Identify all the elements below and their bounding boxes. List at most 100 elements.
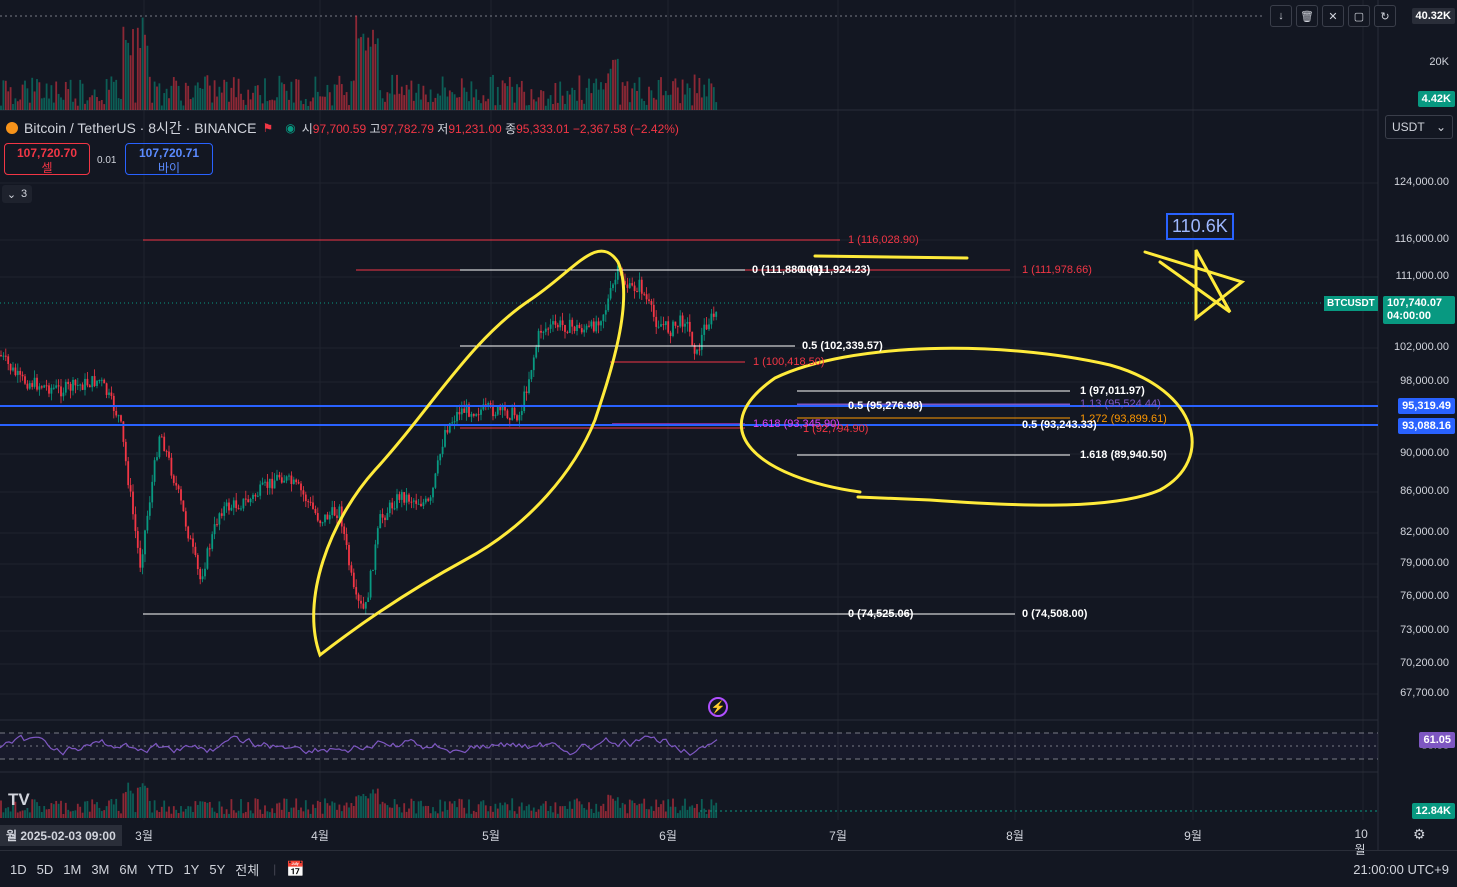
volume-bar [626,813,629,818]
candle-body [268,478,271,488]
candle-body [386,513,389,521]
range-1m[interactable]: 1M [63,861,82,877]
volume-bar [480,103,482,110]
candle-body [108,392,110,395]
volume-bar [360,37,362,110]
volume-bar [345,92,348,110]
volume-bar [475,812,478,818]
candle-body [228,502,230,511]
candle-body [271,478,274,489]
candle-body [345,533,348,545]
target-annotation[interactable]: 110.6K [1166,213,1234,240]
range-1d[interactable]: 1D [10,861,27,877]
range-all[interactable]: 전체 [235,862,260,878]
candle-body [696,349,698,354]
volume-bar [388,93,391,110]
volume-bar [420,800,422,818]
month-label: 4월 [311,829,329,843]
volume-bar [693,74,696,110]
arrow-down-icon[interactable]: ↓ [1270,5,1292,27]
volume-bar [252,813,254,818]
candle-body [379,514,382,529]
calendar-icon[interactable]: 📅 [286,861,305,878]
settings-icon[interactable]: ⚙ [1413,826,1426,842]
volume-bar [660,804,662,818]
volume-bar [396,804,398,818]
volume-bar [511,798,514,818]
volume-bar [16,101,19,110]
drawing-annotations[interactable] [312,249,1246,658]
volume-bar [100,100,103,110]
candle-body [278,474,281,478]
volume-bar [33,91,36,110]
volume-bar [686,809,689,818]
candle-body [357,594,360,601]
rsi-line [0,734,718,756]
volume-bar [105,79,108,110]
price-label: 124,000.00 [1393,176,1449,188]
range-5d[interactable]: 5D [36,861,54,877]
volume-bar [544,801,547,818]
volume-bar [537,97,540,110]
candle-body [554,321,557,325]
symbol-title[interactable]: Bitcoin / TetherUS · 8시간 · BINANCE [24,120,257,136]
candle-body [609,288,612,299]
volume-bar [271,99,274,110]
candle-body [415,500,418,504]
tradingview-logo-icon[interactable]: TV [8,790,30,809]
volume-bar [588,78,590,110]
volume-bar [268,100,271,110]
volume-bar [554,802,557,818]
candle-body [441,446,444,455]
candle-body [453,421,456,423]
sell-button[interactable]: 107,720.70 셀 [4,143,90,175]
x-icon[interactable]: ✕ [1322,5,1344,27]
volume-bar [139,47,142,110]
currency-select[interactable]: USDT ⌄ [1385,115,1453,139]
symbol-header[interactable]: Bitcoin / TetherUS · 8시간 · BINANCE ⚑ ◉ 시… [6,119,679,137]
range-3m[interactable]: 3M [91,861,110,877]
volume-bar [244,104,247,110]
volume-bar [544,105,547,110]
candle-body [561,320,564,326]
volume-bar [559,81,562,110]
fib-lines[interactable] [143,239,1070,615]
volume-bar [321,96,324,110]
lightning-icon[interactable]: ⚡ [708,697,728,717]
volume-bar [624,804,626,818]
candle-body [400,492,403,500]
range-ytd[interactable]: YTD [147,861,174,877]
refresh-icon[interactable]: ↻ [1374,5,1396,27]
volume-bar [146,45,149,110]
timezone-clock[interactable]: 21:00:00 UTC+9 [1353,861,1449,877]
volume-bar [72,101,74,110]
volume-bar [540,805,542,818]
volume-bar [240,799,242,818]
range-6m[interactable]: 6M [119,861,138,877]
candle-body [156,457,158,461]
market-status-icon[interactable]: ◉ [285,121,296,135]
buy-button[interactable]: 107,720.71 바이 [125,143,213,175]
price-scale[interactable]: 40.32K 20K 4.42K 124,000.00 116,000.00 1… [1377,0,1457,820]
volume-bar [391,807,394,818]
candle-body [2,355,5,357]
volume-bar [710,799,713,818]
time-axis[interactable]: 3월 4월 5월 6월 7월 8월 9월 10월 [0,822,1380,857]
square-icon[interactable]: ▢ [1348,5,1370,27]
volume-bar [297,79,300,110]
trash-icon[interactable]: 🗑 [1296,5,1318,27]
range-1y[interactable]: 1Y [183,861,200,877]
candle-body [189,538,192,540]
candle-body [626,284,629,288]
volume-bar [684,798,686,818]
flag-icon[interactable]: ⚑ [262,121,274,135]
range-5y[interactable]: 5Y [209,861,226,877]
volume-bar [360,796,362,818]
volume-bar [453,801,456,818]
volume-bar [64,81,67,110]
volume-bar [612,798,614,818]
volume-bar [336,84,338,110]
indicators-collapse-button[interactable]: ⌄ 3 [2,185,32,203]
candle-body [216,524,218,526]
